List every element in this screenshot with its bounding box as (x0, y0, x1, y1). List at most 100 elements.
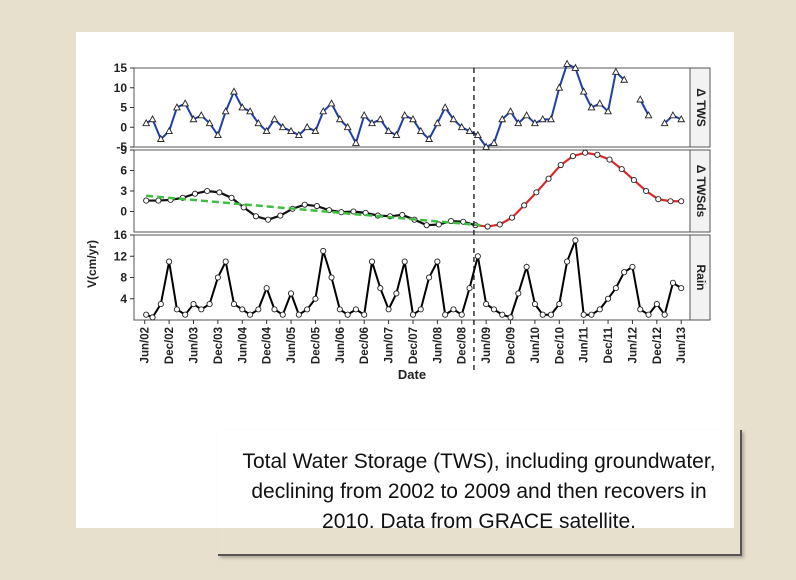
data-point (435, 221, 442, 228)
data-point (539, 311, 546, 318)
data-point (447, 218, 455, 225)
y-tick-label: 8 (120, 271, 127, 285)
data-point (252, 213, 259, 220)
data-point (181, 99, 190, 107)
data-point (678, 198, 685, 205)
data-point (545, 175, 552, 182)
data-point (393, 290, 400, 297)
data-point (301, 201, 308, 208)
data-point (621, 269, 628, 276)
data-point (361, 311, 368, 318)
data-point (247, 311, 254, 318)
x-tick-label: Dec/06 (359, 327, 371, 364)
data-point (594, 151, 601, 158)
x-tick-label: Jun/06 (335, 327, 347, 363)
x-tick-label: Jun/11 (579, 326, 591, 362)
x-tick-label: Jun/08 (432, 326, 444, 363)
data-point (569, 153, 576, 160)
data-point (612, 285, 619, 292)
data-point (458, 311, 465, 318)
strip-background (690, 235, 710, 320)
data-point (155, 197, 162, 204)
data-point (522, 111, 531, 119)
data-point (473, 130, 482, 139)
data-point (189, 115, 198, 123)
x-axis-title: Date (398, 367, 426, 382)
data-point (596, 306, 603, 313)
data-point (507, 314, 514, 321)
data-point (327, 99, 336, 107)
data-point (450, 306, 457, 313)
data-point (198, 306, 205, 313)
data-point (611, 67, 620, 75)
data-point (636, 95, 645, 103)
data-point (385, 306, 392, 313)
data-point (319, 107, 328, 115)
data-point (474, 253, 481, 260)
data-point (400, 111, 409, 119)
data-point (271, 306, 278, 313)
data-point (328, 274, 335, 281)
data-point (294, 130, 303, 139)
data-point (172, 103, 181, 111)
data-point (279, 311, 286, 318)
x-tick-label: Dec/07 (408, 327, 420, 364)
data-point (564, 258, 571, 265)
data-point (228, 194, 235, 201)
data-point (449, 115, 458, 123)
data-point (149, 314, 156, 321)
data-point (304, 306, 311, 313)
y-tick-label: 9 (120, 143, 127, 157)
data-point (311, 126, 320, 135)
smooth-line-before (146, 189, 476, 227)
data-point (556, 301, 563, 308)
series-line (145, 239, 682, 319)
data-point (351, 138, 360, 146)
data-point (557, 161, 564, 169)
data-point (629, 263, 636, 270)
data-point (416, 126, 425, 135)
data-point (360, 111, 369, 119)
y-tick-label: 5 (120, 101, 127, 115)
x-tick-label: Jun/10 (530, 327, 542, 363)
data-point (222, 258, 229, 265)
data-point (582, 149, 589, 156)
data-point (182, 311, 189, 318)
x-tick-label: Dec/04 (262, 326, 274, 364)
data-point (678, 285, 685, 292)
caption-text: Total Water Storage (TWS), including gro… (242, 450, 716, 533)
panel-strip-label: Δ TWS (694, 88, 708, 127)
panel-strip-label: Δ TWSds (694, 165, 708, 218)
data-point (483, 301, 490, 308)
data-point (409, 311, 417, 318)
data-point (587, 103, 596, 111)
panel-2: Rain 4 8 12 16 (114, 228, 711, 321)
data-point (213, 130, 222, 139)
y-tick-label: 4 (120, 292, 127, 306)
data-point (368, 118, 376, 127)
data-point (604, 107, 613, 115)
data-point (156, 134, 165, 142)
data-point (287, 290, 295, 297)
data-point (644, 111, 653, 119)
data-point (392, 130, 401, 139)
data-point (417, 306, 424, 313)
data-point (655, 196, 662, 203)
data-point (344, 311, 351, 318)
data-point (571, 63, 580, 71)
data-point (376, 115, 385, 123)
x-tick-label: Jun/03 (189, 327, 201, 363)
y-tick-label: 10 (114, 81, 128, 95)
data-point (645, 311, 652, 318)
data-point (399, 211, 406, 218)
strip-background (690, 68, 710, 147)
panel-1: Δ TWSds 0 3 6 9 (120, 143, 711, 233)
data-point (230, 301, 238, 308)
data-point (277, 212, 284, 219)
data-point (595, 99, 604, 107)
x-tick-label: Dec/08 (457, 326, 469, 364)
data-point (336, 306, 343, 313)
x-tick-label: Dec/02 (164, 327, 176, 364)
data-point (465, 126, 474, 135)
data-point (270, 115, 279, 123)
